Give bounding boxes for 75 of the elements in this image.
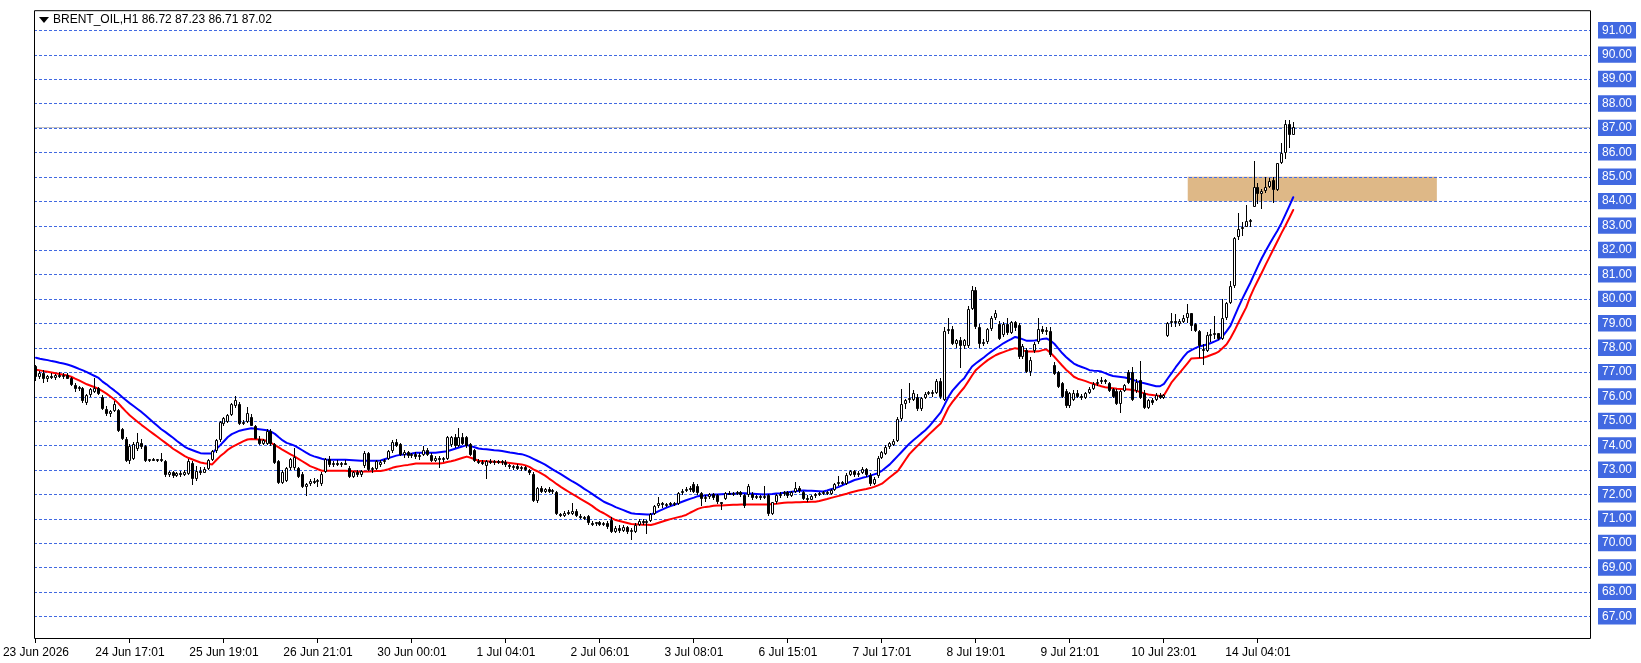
- candlestick: [900, 388, 903, 422]
- y-tick-label: 74.00: [1602, 437, 1633, 452]
- candlestick: [1221, 298, 1224, 341]
- candlestick: [1198, 329, 1201, 359]
- candlestick: [555, 490, 558, 516]
- candlestick: [767, 493, 770, 517]
- candlestick: [485, 459, 488, 480]
- x-tick-label: 30 Jun 00:01: [377, 644, 447, 659]
- candlestick: [367, 451, 370, 472]
- x-tick-label: 9 Jul 21:01: [1040, 644, 1100, 659]
- candlestick: [978, 323, 981, 349]
- x-tick-label: 23 Jun 2026: [2, 644, 70, 659]
- y-tick-label: 80.00: [1602, 291, 1633, 306]
- candlestick: [1049, 326, 1052, 358]
- y-tick-label: 70.00: [1602, 535, 1633, 550]
- y-tick-label: 87.00: [1602, 120, 1633, 135]
- x-tick-label: 1 Jul 04:01: [476, 644, 536, 659]
- candlestick: [1256, 182, 1259, 205]
- chart-title: BRENT_OIL,H1 86.72 87.23 86.71 87.02: [53, 12, 272, 27]
- candlestick: [293, 447, 296, 471]
- candlestick: [1206, 331, 1209, 353]
- candlestick: [1037, 317, 1040, 345]
- candlestick: [951, 325, 954, 346]
- y-tick-label: 84.00: [1602, 193, 1633, 208]
- y-tick-label: 88.00: [1602, 95, 1633, 110]
- candlestick: [1119, 389, 1122, 414]
- candlestick: [877, 455, 880, 479]
- y-tick-label: 67.00: [1602, 608, 1633, 623]
- candlestick: [1213, 315, 1216, 340]
- y-tick-label: 69.00: [1602, 559, 1633, 574]
- y-tick-label: 76.00: [1602, 388, 1633, 403]
- candlestick: [128, 443, 131, 465]
- candlestick: [1253, 160, 1256, 208]
- y-tick-label: 79.00: [1602, 315, 1633, 330]
- x-tick-label: 26 Jun 21:01: [283, 644, 353, 659]
- x-tick-label: 2 Jul 06:01: [570, 644, 630, 659]
- candlestick: [191, 460, 194, 486]
- candlestick: [125, 436, 128, 463]
- y-tick-label: 77.00: [1602, 364, 1633, 379]
- x-tick-label: 6 Jul 15:01: [758, 644, 818, 659]
- y-tick-label: 73.00: [1602, 462, 1633, 477]
- y-tick-label: 89.00: [1602, 71, 1633, 86]
- x-tick-label: 10 Jul 23:01: [1131, 644, 1197, 659]
- candlestick: [896, 416, 899, 443]
- candlestick: [1025, 347, 1028, 374]
- x-tick-label: 24 Jun 17:01: [95, 644, 165, 659]
- y-tick-label: 85.00: [1602, 169, 1633, 184]
- x-tick-label: 3 Jul 08:01: [664, 644, 724, 659]
- y-tick-label: 83.00: [1602, 217, 1633, 232]
- y-tick-label: 81.00: [1602, 266, 1633, 281]
- candlestick: [446, 435, 449, 461]
- candlestick: [1288, 119, 1291, 149]
- candlestick: [1237, 212, 1240, 241]
- y-tick-label: 68.00: [1602, 584, 1633, 599]
- y-tick-label: 91.00: [1602, 22, 1633, 37]
- y-tick-label: 78.00: [1602, 339, 1633, 354]
- x-tick-label: 25 Jun 19:01: [189, 644, 259, 659]
- y-tick-label: 75.00: [1602, 413, 1633, 428]
- candlestick: [238, 401, 241, 426]
- candlestick: [959, 336, 962, 369]
- x-tick-label: 8 Jul 19:01: [946, 644, 1006, 659]
- candlestick: [908, 382, 911, 404]
- candlestick: [219, 420, 222, 443]
- candlestick: [1229, 280, 1232, 305]
- y-tick-label: 82.00: [1602, 242, 1633, 257]
- y-tick-label: 71.00: [1602, 510, 1633, 525]
- x-tick-label: 14 Jul 04:01: [1225, 644, 1291, 659]
- candlestick: [998, 320, 1001, 341]
- candlestick: [1280, 142, 1283, 165]
- y-tick-label: 72.00: [1602, 486, 1633, 501]
- y-tick-label: 90.00: [1602, 46, 1633, 61]
- candlestick: [1260, 188, 1263, 210]
- candlestick: [1186, 303, 1189, 324]
- x-tick-label: 7 Jul 17:01: [852, 644, 912, 659]
- y-tick-label: 86.00: [1602, 144, 1633, 159]
